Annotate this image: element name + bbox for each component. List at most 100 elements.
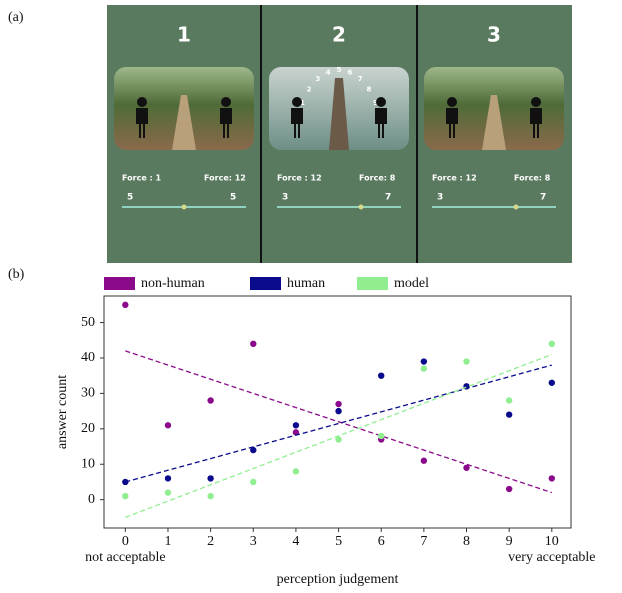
point <box>505 485 513 493</box>
legend-swatch <box>104 277 135 290</box>
slider-thumb[interactable] <box>181 204 187 210</box>
point <box>292 468 300 475</box>
bridge <box>329 78 349 150</box>
slider-value: 3 <box>282 193 288 203</box>
figure-body <box>220 108 232 138</box>
point <box>378 372 385 379</box>
slider-value: 5 <box>230 193 236 203</box>
point <box>548 379 556 386</box>
x-tick-label: 5 <box>335 534 342 549</box>
x-tick-label: 1 <box>164 534 171 549</box>
slider-thumb[interactable] <box>358 204 364 210</box>
legend-label: model <box>394 276 429 291</box>
x-tick-label: 4 <box>292 534 299 549</box>
figure-body <box>375 108 387 138</box>
slider-thumb[interactable] <box>513 204 519 210</box>
point <box>335 436 342 443</box>
x-tick-label: 9 <box>506 534 513 549</box>
point <box>420 365 428 372</box>
point <box>207 492 214 500</box>
image-label: 3 <box>315 75 320 83</box>
point <box>164 422 172 429</box>
point <box>292 429 300 436</box>
point <box>164 475 172 482</box>
figure-head <box>447 97 457 107</box>
legend-label: human <box>287 276 325 291</box>
panel-number: 1 <box>177 23 191 47</box>
image-label: 8 <box>366 85 371 93</box>
path-trail <box>482 95 506 150</box>
force-label: Force : 12 <box>277 174 322 183</box>
x-tick-label: 0 <box>122 534 129 549</box>
y-tick-label: 30 <box>81 386 95 401</box>
y-tick-label: 20 <box>81 421 95 436</box>
point <box>250 340 257 348</box>
point <box>250 446 257 454</box>
force-label: Force: 8 <box>359 174 396 183</box>
legend-label: non-human <box>141 276 205 291</box>
point <box>164 489 172 496</box>
panel-number: 2 <box>332 23 346 47</box>
x-axis-label: perception judgement <box>277 572 399 587</box>
point <box>420 358 428 365</box>
force-label: Force: 8 <box>514 174 551 183</box>
point <box>207 397 214 404</box>
image-label: 4 <box>326 68 331 76</box>
force-label: Force: 12 <box>204 174 246 183</box>
slider-value: 5 <box>127 193 133 203</box>
trend-line <box>125 364 552 483</box>
y-axis-label: answer count <box>55 375 70 449</box>
point <box>505 397 513 404</box>
point <box>378 432 385 440</box>
trend-line <box>125 350 553 494</box>
point <box>420 457 428 464</box>
x-tick-label: 7 <box>420 534 427 549</box>
point <box>335 400 342 408</box>
y-tick-label: 40 <box>81 350 95 365</box>
point <box>122 301 129 309</box>
x-tick-label: 6 <box>378 534 385 549</box>
y-tick-label: 10 <box>81 456 95 471</box>
point <box>292 422 300 429</box>
image-label: 6 <box>348 68 353 76</box>
point <box>463 464 470 471</box>
point <box>548 475 556 482</box>
x-end-label: not acceptable <box>85 550 165 565</box>
figure-body <box>291 108 303 138</box>
force-label: Force : 1 <box>122 174 162 183</box>
chart: 0 10 20 30 40 50 0 1 2 3 4 5 6 7 8 9 10 not acceptable ver… <box>55 276 595 587</box>
figure-head <box>531 97 541 107</box>
panel-label: (a) <box>8 10 24 25</box>
slider-value: 7 <box>540 193 546 203</box>
x-tick-label: 8 <box>463 534 470 549</box>
slider-value: 7 <box>385 193 391 203</box>
trend-line <box>125 353 553 518</box>
point <box>207 475 214 482</box>
figure-head <box>292 97 302 107</box>
point <box>335 407 342 415</box>
figure-head <box>137 97 147 107</box>
point <box>250 478 257 486</box>
x-end-label: very acceptable <box>508 550 595 565</box>
x-tick-label: 3 <box>250 534 257 549</box>
figure-body <box>446 108 458 138</box>
plot-frame <box>103 295 572 529</box>
figure-body <box>136 108 148 138</box>
point <box>122 492 129 500</box>
figure-body <box>530 108 542 138</box>
point <box>122 478 129 486</box>
panel-label: (b) <box>8 267 25 282</box>
image-label: 5 <box>337 66 342 74</box>
point <box>548 340 556 348</box>
path-trail <box>172 95 196 150</box>
image-label: 2 <box>307 85 312 93</box>
force-label: Force : 12 <box>432 174 477 183</box>
point <box>505 411 513 418</box>
panel-number: 3 <box>487 23 501 47</box>
image-label: 1 <box>300 99 305 107</box>
figure-head <box>221 97 231 107</box>
figure-head <box>376 97 386 107</box>
image-label: 7 <box>358 75 363 83</box>
